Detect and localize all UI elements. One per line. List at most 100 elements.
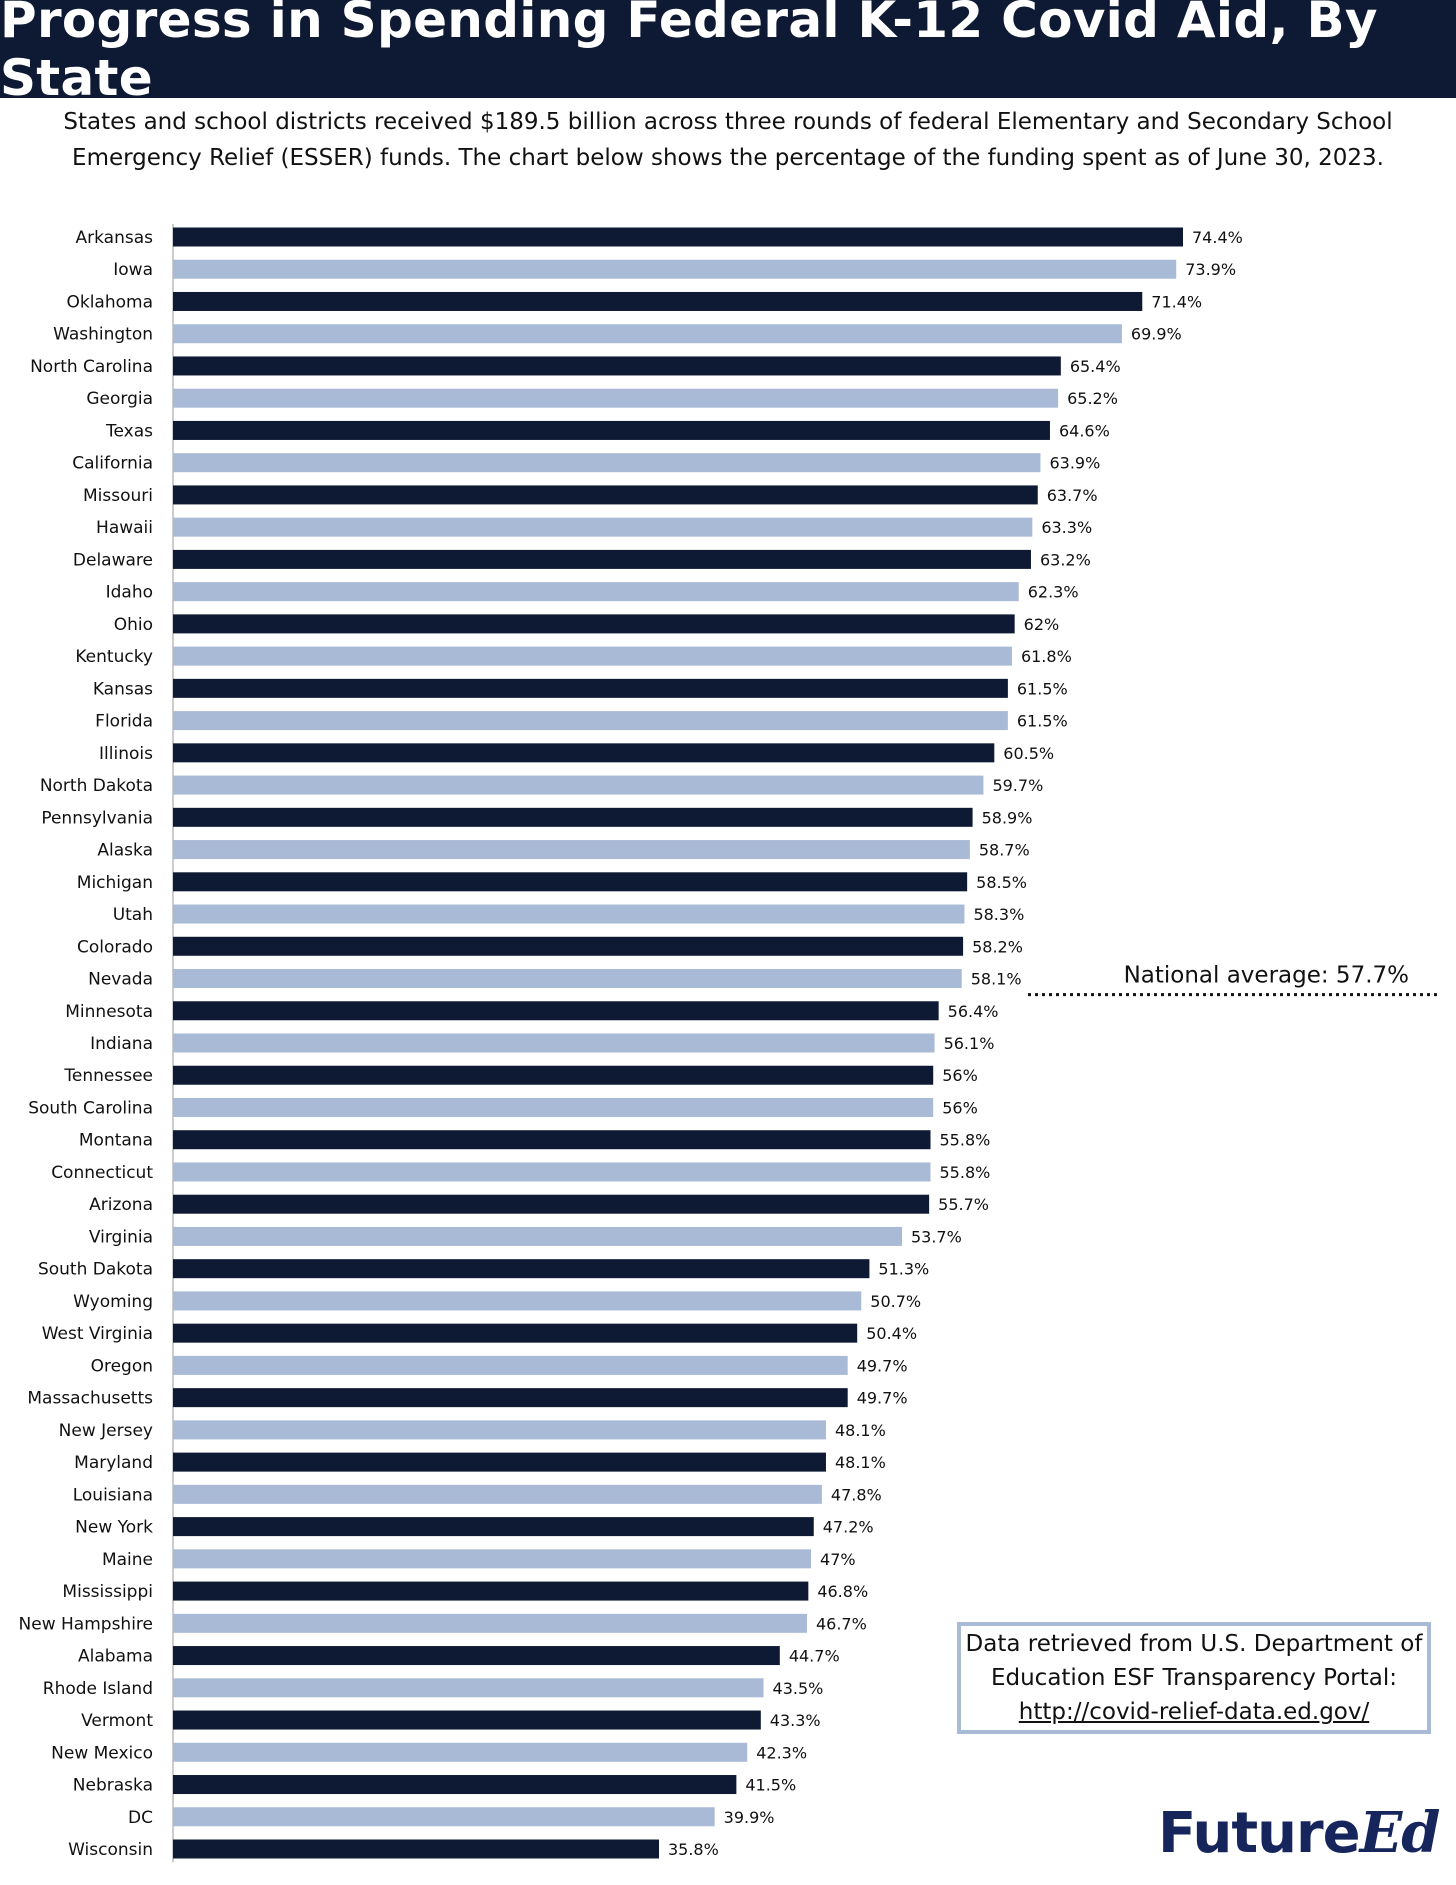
category-label: Montana (79, 1131, 153, 1151)
category-label: Ohio (114, 615, 153, 635)
bar (173, 1420, 826, 1440)
bar (173, 743, 995, 763)
data-label: 62.3% (1028, 583, 1079, 602)
subtitle: States and school districts received $18… (63, 109, 1393, 171)
data-label: 51.3% (878, 1260, 929, 1279)
bar (173, 840, 970, 860)
bar (173, 1581, 809, 1601)
bar (173, 388, 1059, 408)
data-label: 60.5% (1003, 744, 1054, 763)
bar (173, 614, 1015, 634)
category-label: Kentucky (75, 647, 153, 667)
source-link[interactable]: http://covid-relief-data.ed.gov/ (1018, 1699, 1370, 1725)
data-label: 56% (942, 1098, 978, 1117)
category-label: Utah (113, 905, 153, 925)
bar (173, 291, 1143, 311)
logo-part-2: Ed (1359, 1800, 1441, 1866)
data-label: 56.4% (948, 1002, 999, 1021)
data-label: 59.7% (992, 776, 1043, 795)
bar (173, 259, 1177, 279)
data-label: 47.8% (831, 1485, 882, 1504)
bar (173, 453, 1041, 473)
bar (173, 1613, 807, 1633)
category-label: Florida (95, 712, 153, 732)
national-average-label: National average: 57.7% (1124, 963, 1409, 989)
bar (173, 1097, 934, 1117)
category-label: South Carolina (28, 1098, 153, 1118)
data-label: 61.5% (1017, 679, 1068, 698)
category-label: New York (75, 1518, 153, 1538)
bar (173, 1839, 659, 1859)
bar (173, 969, 962, 989)
logo-part-1: Future (1158, 1801, 1361, 1866)
data-label: 35.8% (668, 1840, 719, 1859)
data-label: 46.7% (816, 1614, 867, 1633)
data-label: 58.9% (982, 808, 1033, 827)
source-line-1: Data retrieved from U.S. Department of (965, 1631, 1423, 1657)
bar (173, 1549, 812, 1569)
data-label: 63.9% (1049, 454, 1100, 473)
category-label: Minnesota (65, 1002, 153, 1022)
category-label: DC (128, 1808, 153, 1828)
bar (173, 807, 973, 827)
bar (173, 549, 1031, 569)
category-label: Colorado (77, 937, 153, 957)
data-label: 39.9% (724, 1808, 775, 1827)
category-label: Oregon (91, 1356, 153, 1376)
category-label: Nebraska (73, 1776, 153, 1796)
category-label: Idaho (106, 583, 153, 603)
page-title: Progress in Spending Federal K-12 Covid … (0, 0, 1378, 107)
data-label: 71.4% (1151, 292, 1202, 311)
bar (173, 646, 1012, 666)
bar (173, 1742, 748, 1762)
category-label: Tennessee (63, 1066, 153, 1086)
data-label: 65.4% (1070, 357, 1121, 376)
bar (173, 420, 1050, 440)
bar (173, 1355, 848, 1375)
bar (173, 1710, 761, 1730)
data-label: 49.7% (857, 1389, 908, 1408)
category-label: Hawaii (96, 518, 153, 538)
bar (173, 1646, 780, 1666)
category-label: Maine (102, 1550, 153, 1570)
data-label: 48.1% (835, 1421, 886, 1440)
bar (173, 227, 1183, 247)
category-label: Wisconsin (68, 1840, 153, 1860)
category-label: Nevada (88, 970, 153, 990)
bar (173, 1194, 930, 1214)
bar (173, 1323, 858, 1343)
bar (173, 1517, 814, 1537)
category-label: Rhode Island (43, 1679, 153, 1699)
bar (173, 1388, 848, 1408)
category-label: South Dakota (38, 1260, 153, 1280)
category-label: Iowa (113, 260, 153, 280)
bar (173, 711, 1008, 731)
bar (173, 1452, 826, 1472)
bar (173, 517, 1033, 537)
category-label: California (72, 454, 153, 474)
data-label: 48.1% (835, 1453, 886, 1472)
bar (173, 582, 1019, 602)
bar (173, 1130, 931, 1150)
data-label: 50.7% (870, 1292, 921, 1311)
data-label: 58.3% (973, 905, 1024, 924)
category-label: Vermont (81, 1711, 153, 1731)
bar (173, 936, 964, 956)
category-label: Louisiana (73, 1485, 153, 1505)
data-label: 43.5% (773, 1679, 824, 1698)
category-label: Michigan (77, 873, 153, 893)
bar (173, 775, 984, 795)
category-label: North Carolina (30, 357, 153, 377)
data-label: 58.7% (979, 841, 1030, 860)
bar (173, 1033, 935, 1053)
category-label: Arkansas (76, 228, 154, 248)
category-label: Texas (105, 421, 153, 441)
bar (173, 1001, 939, 1021)
bar (173, 485, 1038, 505)
bar (173, 904, 965, 924)
source-line-2: Education ESF Transparency Portal: (990, 1665, 1398, 1691)
data-label: 50.4% (866, 1324, 917, 1343)
title-banner: Progress in Spending Federal K-12 Covid … (0, 0, 1456, 107)
category-label: New Hampshire (19, 1614, 153, 1634)
